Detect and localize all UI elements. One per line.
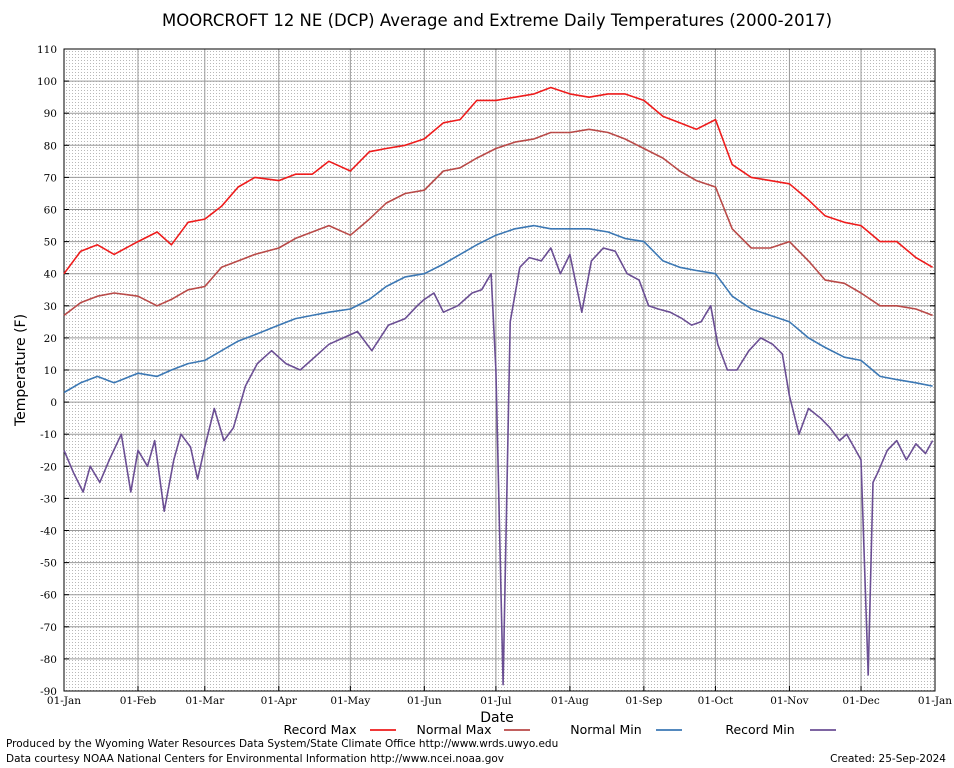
- x-tick-label: 01-Jan: [918, 695, 952, 707]
- y-tick-label: 70: [44, 172, 57, 184]
- x-axis: 01-Jan 01-Feb 01-Mar 01-Apr 01-May 01-Jun 01-J…: [47, 686, 952, 707]
- y-tick-label: 110: [37, 44, 57, 56]
- legend: Record Max Normal Max Normal Min Record Min: [283, 722, 836, 737]
- x-tick-label: 01-Mar: [185, 695, 225, 707]
- series-line-record-max: [63, 86, 934, 275]
- y-tick-label: -90: [40, 686, 57, 698]
- y-tick-label: -50: [40, 558, 57, 570]
- y-tick-label: 50: [44, 237, 57, 249]
- series-line-record-min: [63, 247, 934, 686]
- x-tick-label: 01-Jan: [47, 695, 81, 707]
- y-tick-label: 80: [44, 140, 57, 152]
- y-tick-label: 0: [50, 397, 57, 409]
- y-tick-label: -20: [40, 461, 57, 473]
- y-tick-label: 60: [44, 205, 57, 217]
- y-axis: 1101009080706050403020100-10-20-30-40-50…: [37, 44, 935, 698]
- x-tick-label: 01-Jul: [480, 695, 512, 707]
- y-tick-label: 30: [44, 301, 57, 313]
- grid-lines: [63, 48, 936, 692]
- y-tick-label: 100: [37, 76, 57, 88]
- series-line-normal-max: [63, 128, 933, 317]
- x-tick-label: 01-Nov: [770, 695, 808, 707]
- y-tick-label: -80: [40, 654, 57, 666]
- series-lines: [63, 86, 934, 686]
- x-tick-label: 01-Sep: [625, 695, 662, 707]
- legend-label: Record Max: [283, 722, 356, 737]
- y-tick-label: 90: [44, 108, 57, 120]
- y-tick-label: -70: [40, 622, 57, 634]
- x-tick-label: 01-Dec: [842, 695, 880, 707]
- y-tick-label: 40: [44, 269, 57, 281]
- y-tick-label: 20: [44, 333, 57, 345]
- footer-data-source: Data courtesy NOAA National Centers for …: [6, 753, 505, 765]
- legend-label: Normal Min: [570, 722, 641, 737]
- x-tick-label: 01-May: [330, 695, 370, 707]
- x-tick-label: 01-Feb: [120, 695, 157, 707]
- x-tick-label: 01-Apr: [261, 695, 298, 707]
- series-line-normal-min: [63, 224, 933, 394]
- y-tick-label: -30: [40, 493, 57, 505]
- y-tick-label: 10: [44, 365, 57, 377]
- footer-created: Created: 25-Sep-2024: [830, 753, 946, 765]
- x-tick-label: 01-Oct: [698, 695, 734, 707]
- y-tick-label: -40: [40, 526, 57, 538]
- x-tick-label: 01-Aug: [551, 695, 589, 707]
- x-axis-label: Date: [480, 710, 513, 726]
- x-tick-label: 01-Jun: [407, 695, 442, 707]
- y-tick-label: -10: [40, 429, 57, 441]
- legend-label: Normal Max: [416, 722, 491, 737]
- chart-title: MOORCROFT 12 NE (DCP) Average and Extrem…: [162, 11, 832, 30]
- y-axis-label: Temperature (F): [13, 314, 29, 427]
- footer-producer: Produced by the Wyoming Water Resources …: [6, 738, 559, 750]
- y-tick-label: -60: [40, 590, 57, 602]
- legend-label: Record Min: [725, 722, 794, 737]
